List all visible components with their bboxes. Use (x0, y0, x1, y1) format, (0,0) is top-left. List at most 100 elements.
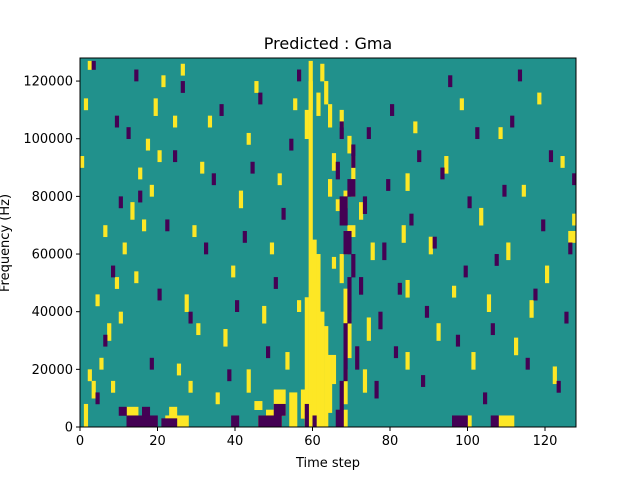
x-tick-label: 20 (149, 434, 166, 449)
heatmap-cell (83, 98, 89, 111)
heatmap-cell (405, 352, 410, 370)
heatmap-cell (308, 389, 313, 405)
heatmap-cell (200, 161, 205, 174)
heatmap-cell (149, 184, 154, 197)
heatmap-cell (188, 380, 193, 393)
heatmap-cell (173, 115, 178, 128)
heatmap-cell (378, 311, 383, 330)
heatmap-cell (273, 403, 286, 416)
heatmap-cell (297, 300, 302, 312)
heatmap-cell (246, 132, 251, 145)
heatmap-cell (95, 294, 100, 307)
heatmap-cell (537, 92, 542, 105)
heatmap-cell (281, 207, 286, 220)
heatmap-cell (382, 242, 387, 261)
heatmap-cell (359, 277, 364, 295)
x-tick-label: 80 (382, 434, 399, 449)
heatmap-cell (514, 337, 519, 356)
x-tick-label: 40 (227, 434, 244, 449)
heatmap-cell (479, 207, 484, 226)
heatmap-cell (157, 288, 162, 301)
heatmap-cell (401, 225, 406, 243)
heatmap-cell (300, 389, 306, 419)
heatmap-cell (475, 127, 480, 140)
heatmap-cell (413, 121, 418, 134)
y-tick-label: 60000 (32, 248, 73, 263)
heatmap-cell (83, 403, 89, 428)
heatmap-cell (99, 357, 104, 370)
heatmap-cell (308, 60, 313, 428)
y-tick-label: 40000 (32, 305, 73, 320)
heatmap-cell (506, 242, 511, 261)
heatmap-cell (339, 254, 344, 284)
heatmap-cell (238, 190, 244, 209)
heatmap-cell (455, 334, 461, 347)
heatmap-cell (138, 167, 143, 180)
heatmap-cell (390, 104, 395, 116)
heatmap-cell (366, 317, 371, 341)
heatmap-cell (432, 236, 437, 249)
heatmap-cell (95, 392, 100, 405)
heatmap-cell (564, 311, 569, 324)
heatmap-cell (347, 277, 352, 324)
heatmap-cell (324, 81, 329, 105)
heatmap-cell (521, 184, 526, 197)
heatmap-cell (517, 69, 523, 82)
heatmap-cell (370, 242, 375, 261)
heatmap-cell (328, 354, 333, 413)
heatmap-cell (161, 418, 178, 428)
heatmap-cell (568, 242, 573, 255)
heatmap-cell (351, 144, 356, 168)
heatmap-cell (316, 92, 321, 116)
heatmap-cell (304, 109, 309, 140)
heatmap-cell (157, 150, 162, 163)
heatmap-cell (486, 294, 492, 312)
heatmap-cell (273, 277, 278, 289)
heatmap-cell (424, 305, 430, 318)
heatmap-cell (417, 150, 422, 163)
heatmap-cell (204, 242, 209, 255)
heatmap-cell (556, 380, 561, 393)
heatmap-cell (347, 311, 352, 359)
x-axis-label: Time step (295, 456, 360, 471)
heatmap-cell (103, 334, 108, 347)
heatmap-cell (304, 403, 309, 428)
heatmap-cell (355, 346, 360, 370)
heatmap-cell (196, 323, 201, 336)
heatmap-cell (134, 69, 139, 82)
y-axis-label: Frequency (Hz) (0, 194, 13, 292)
heatmap-cell (331, 153, 337, 171)
heatmap-cell (246, 369, 251, 393)
heatmap-cell (362, 196, 368, 214)
heatmap-cell (529, 300, 534, 318)
heatmap-cell (250, 161, 255, 174)
heatmap-cell (494, 254, 499, 266)
y-tick-label: 20000 (32, 363, 73, 378)
heatmap-cell (533, 288, 538, 301)
heatmap-cell (328, 104, 333, 128)
heatmap-cell (126, 406, 139, 416)
heatmap-cell (118, 311, 123, 324)
heatmap-cell (335, 161, 340, 180)
heatmap-cell (297, 69, 302, 82)
heatmap-cell (266, 346, 271, 359)
heatmap-cell (572, 213, 577, 226)
plot-area (79, 57, 577, 428)
heatmap-cell (142, 219, 147, 232)
heatmap-cell (180, 81, 185, 93)
heatmap-cell (397, 282, 402, 295)
heatmap-cell (231, 415, 240, 428)
heatmap-cell (80, 156, 85, 168)
heatmap-cell (324, 326, 329, 428)
heatmap-cell (87, 369, 92, 382)
heatmap-cell (320, 63, 325, 82)
heatmap-cell (211, 173, 216, 186)
heatmap-cell (114, 277, 120, 289)
heatmap-cell (111, 265, 116, 278)
heatmap-cell (126, 127, 131, 140)
heatmap-cell (339, 109, 344, 128)
heatmap-cell (440, 167, 445, 180)
heatmap-cell (134, 271, 139, 284)
heatmap-cell (393, 346, 399, 359)
heatmap-cell (149, 357, 154, 370)
